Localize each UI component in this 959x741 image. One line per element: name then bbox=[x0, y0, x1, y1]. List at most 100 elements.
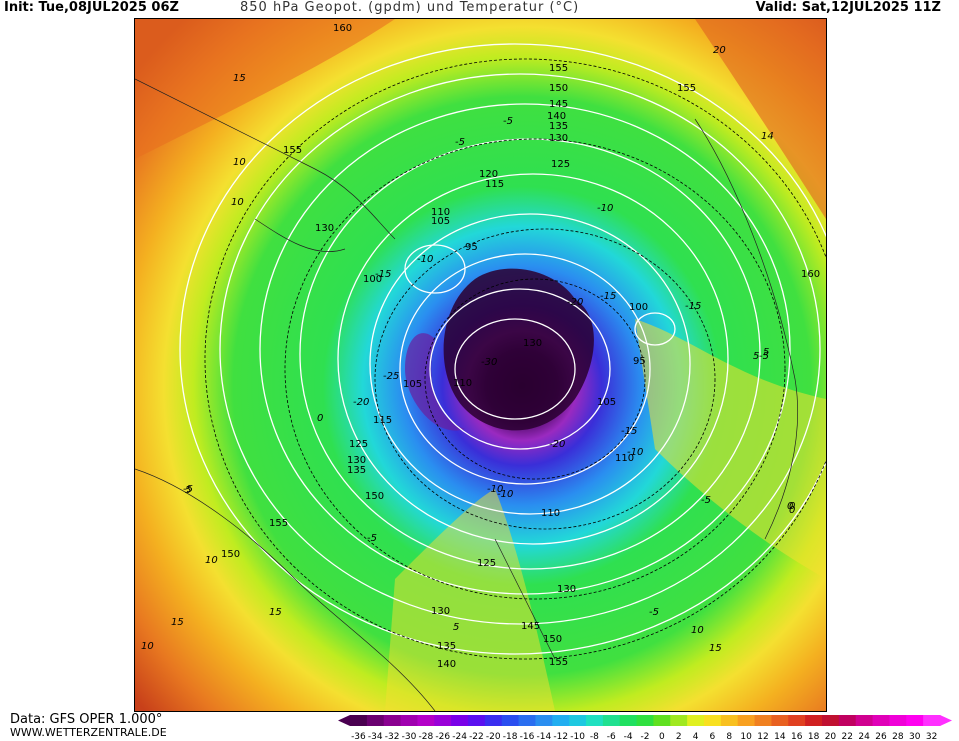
scale-swatch bbox=[602, 715, 621, 726]
scale-swatch bbox=[518, 715, 536, 726]
geo-label: 110 bbox=[615, 453, 634, 464]
temp-label: -10 bbox=[487, 484, 503, 495]
geo-label: 130 bbox=[347, 455, 366, 466]
temp-label: 14 bbox=[761, 131, 774, 142]
temp-label: 10 bbox=[691, 625, 704, 636]
scale-swatch bbox=[855, 715, 874, 726]
temp-label: -5 bbox=[183, 484, 193, 495]
cold-lobe bbox=[405, 333, 465, 431]
temp-label: 10 bbox=[141, 641, 154, 652]
geo-label: 125 bbox=[349, 439, 368, 450]
scale-tick-label: -24 bbox=[452, 732, 467, 741]
scale-tick-label: -8 bbox=[590, 732, 599, 741]
scale-tick-label: -18 bbox=[503, 732, 518, 741]
website-label: WWW.WETTERZENTRALE.DE bbox=[10, 726, 167, 739]
scale-swatch bbox=[350, 715, 368, 726]
warm-sector-south bbox=[385, 489, 555, 711]
temp-label: 0 bbox=[787, 501, 793, 512]
scale-tick-label: -2 bbox=[641, 732, 650, 741]
geo-label: 100 bbox=[363, 274, 382, 285]
geo-label: 145 bbox=[521, 621, 540, 632]
scale-tick-label: 16 bbox=[791, 732, 803, 741]
scale-tick-label: 28 bbox=[892, 732, 904, 741]
scale-swatch bbox=[704, 715, 722, 726]
geo-label: 130 bbox=[315, 223, 334, 234]
temp-label: 5 bbox=[753, 351, 759, 362]
temp-label: -20 bbox=[353, 397, 369, 408]
temp-label: -10 bbox=[597, 203, 613, 214]
geo-label: 135 bbox=[347, 465, 366, 476]
scale-tick-label: 14 bbox=[774, 732, 786, 741]
scale-tick-label: 24 bbox=[858, 732, 870, 741]
geo-label: 125 bbox=[551, 159, 570, 170]
geo-label: 95 bbox=[465, 242, 478, 253]
scale-tick-label: 18 bbox=[808, 732, 820, 741]
valid-time: Valid: Sat,12JUL2025 11Z bbox=[755, 0, 941, 15]
temp-label: -5 bbox=[367, 533, 377, 544]
scale-swatch bbox=[451, 715, 469, 726]
scale-swatch bbox=[383, 715, 402, 726]
scale-tick-label: 10 bbox=[740, 732, 752, 741]
geo-label: 130 bbox=[549, 133, 568, 144]
warm-sector-northeast bbox=[695, 19, 826, 219]
scale-tick-label: -10 bbox=[570, 732, 585, 741]
scale-tick-label: -22 bbox=[469, 732, 484, 741]
scale-arrow-left bbox=[338, 715, 350, 726]
scale-tick-label: 4 bbox=[693, 732, 699, 741]
temp-label: 5 bbox=[185, 485, 191, 496]
temp-label: -10 bbox=[627, 447, 643, 458]
scale-tick-label: -36 bbox=[351, 732, 366, 741]
scale-swatch bbox=[838, 715, 857, 726]
geo-label: 115 bbox=[485, 179, 504, 190]
temp-label: -15 bbox=[621, 426, 637, 437]
geopotential-label-group: 160 155 155 150 145 140 135 130 155 125 … bbox=[221, 23, 820, 670]
scale-tick-label: 26 bbox=[875, 732, 887, 741]
geo-label: 110 bbox=[541, 508, 560, 519]
coastlines bbox=[135, 78, 798, 711]
temp-label: 10 bbox=[205, 555, 218, 566]
temperature-contours bbox=[204, 58, 826, 660]
scale-swatch bbox=[872, 715, 890, 726]
temp-label: 10 bbox=[233, 157, 246, 168]
temp-label: -15 bbox=[600, 291, 616, 302]
scale-swatch bbox=[586, 715, 604, 726]
scale-swatch bbox=[906, 715, 924, 726]
geo-label: 155 bbox=[269, 518, 288, 529]
geo-label: 110 bbox=[431, 207, 450, 218]
geo-label: 125 bbox=[477, 558, 496, 569]
geo-label: 150 bbox=[543, 634, 562, 645]
geo-label: 150 bbox=[365, 491, 384, 502]
scale-swatch bbox=[788, 715, 806, 726]
scale-swatch bbox=[805, 715, 823, 726]
geo-label: 160 bbox=[333, 23, 352, 34]
scale-swatch bbox=[400, 715, 418, 726]
geo-label: 150 bbox=[549, 83, 568, 94]
scale-tick-label: -30 bbox=[402, 732, 417, 741]
temp-label: -5 bbox=[759, 351, 769, 362]
geopotential-contours bbox=[179, 43, 826, 655]
init-time: Init: Tue,08JUL2025 06Z bbox=[4, 0, 179, 15]
scale-swatch bbox=[484, 715, 503, 726]
cold-core bbox=[443, 268, 594, 431]
scale-tick-label: 6 bbox=[710, 732, 716, 741]
scale-tick-label: -4 bbox=[624, 732, 633, 741]
scale-tick-label: 0 bbox=[659, 732, 665, 741]
temp-label: 0 bbox=[317, 413, 323, 424]
scale-swatch bbox=[737, 715, 756, 726]
geo-label: 105 bbox=[431, 216, 450, 227]
scale-swatch bbox=[670, 715, 688, 726]
data-source-label: Data: GFS OPER 1.000° bbox=[10, 712, 163, 727]
geo-label: 155 bbox=[549, 63, 568, 74]
geo-label: 130 bbox=[523, 338, 542, 349]
scale-tick-label: 30 bbox=[909, 732, 921, 741]
temperature-label-group: 15 10 10 -5 -5 -10 -15 -10 -15 5 -20 -15… bbox=[141, 45, 795, 654]
temp-label: -5 bbox=[503, 116, 513, 127]
geo-label: 135 bbox=[437, 641, 456, 652]
scale-tick-label: -32 bbox=[385, 732, 400, 741]
geo-label: 155 bbox=[283, 145, 302, 156]
weather-map: 160 155 155 150 145 140 135 130 155 125 … bbox=[134, 18, 827, 712]
geo-label: 105 bbox=[597, 397, 616, 408]
color-scale-bar: -36 -34 -32 -30 -28 -26 -24 -22 -20 -18 -16 -14 -12-… bbox=[338, 715, 952, 741]
scale-swatch bbox=[468, 715, 486, 726]
geo-label: 130 bbox=[557, 584, 576, 595]
